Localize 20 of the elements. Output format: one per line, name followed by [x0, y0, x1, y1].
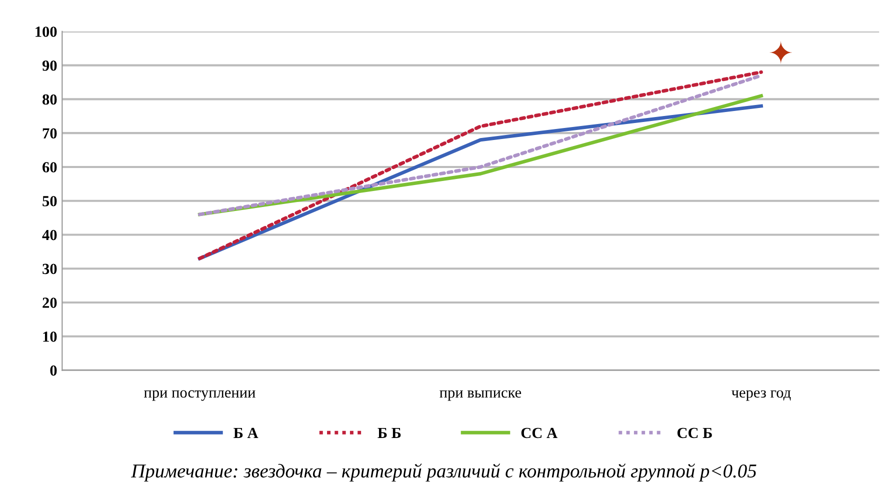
y-tick-label: 100 — [36, 26, 57, 37]
y-tick-label: 10 — [43, 332, 57, 342]
y-tick-label: 80 — [42, 94, 57, 105]
x-tick-label: при выписке — [440, 390, 522, 401]
y-tick-label: 0 — [50, 365, 57, 376]
y-tick-label: 70 — [42, 128, 57, 139]
y-tick-label: 20 — [42, 298, 57, 308]
legend-label: Б А — [234, 428, 258, 438]
y-tick-label: 30 — [42, 264, 57, 274]
x-tick-label: при поступлении — [144, 390, 256, 401]
annotation: ✦ — [769, 40, 792, 64]
legend-label: Б Б — [378, 428, 401, 438]
legend-label: СС А — [521, 428, 558, 438]
legend-label: СС Б — [677, 428, 712, 438]
y-tick-label: 50 — [42, 196, 57, 206]
x-tick-label: через год — [732, 390, 791, 401]
y-tick-label: 40 — [42, 230, 57, 240]
text: Примечание: звездочка – критерий различий с контрольной группой p<0.05 — [130, 464, 756, 482]
y-tick-label: 60 — [42, 162, 57, 172]
y-tick-label: 90 — [42, 60, 57, 71]
